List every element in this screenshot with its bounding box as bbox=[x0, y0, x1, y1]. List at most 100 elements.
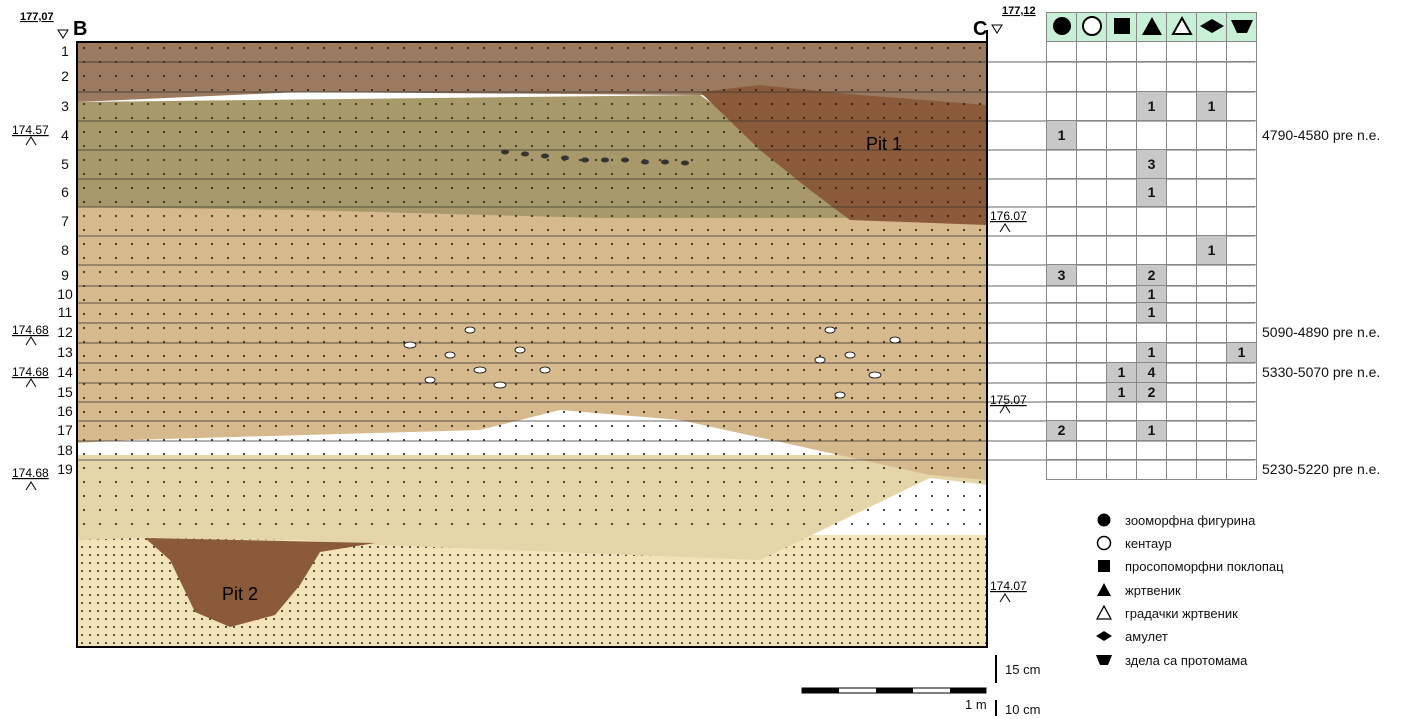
table-cell bbox=[1076, 420, 1107, 441]
filled-circle-icon bbox=[1046, 12, 1077, 42]
table-cell: 1 bbox=[1136, 178, 1167, 207]
table-cell bbox=[1226, 61, 1257, 92]
legend-item: градачки жртвеник bbox=[1095, 603, 1238, 623]
table-cell bbox=[1106, 178, 1137, 207]
filled-diamond-icon bbox=[1096, 631, 1112, 641]
left-elev-ticks bbox=[25, 136, 37, 491]
layer-number: 13 bbox=[57, 344, 73, 360]
legend-label: амулет bbox=[1125, 628, 1168, 644]
table-cell bbox=[1076, 285, 1107, 303]
layer-number: 9 bbox=[61, 266, 69, 283]
table-cell bbox=[1136, 61, 1167, 92]
table-cell bbox=[1136, 459, 1167, 480]
table-cell bbox=[1076, 41, 1107, 62]
table-cell bbox=[1046, 91, 1077, 121]
table-row: 1 bbox=[1046, 235, 1257, 265]
table-cell bbox=[1226, 401, 1257, 421]
legend-label: зооморфна фигурина bbox=[1125, 512, 1256, 528]
table-cell bbox=[1226, 382, 1257, 402]
legend-item: жртвеник bbox=[1095, 580, 1181, 600]
table-cell bbox=[1136, 235, 1167, 265]
table-cell bbox=[1166, 41, 1197, 62]
table-cell: 1 bbox=[1226, 342, 1257, 363]
table-cell bbox=[1166, 178, 1197, 207]
table-cell bbox=[1166, 149, 1197, 179]
table-cell bbox=[1046, 401, 1077, 421]
table-cell bbox=[1166, 120, 1197, 150]
dots-overlay bbox=[77, 42, 987, 535]
legend-label: кентаур bbox=[1125, 535, 1172, 551]
layer-number: 19 bbox=[57, 461, 73, 477]
layer-number: 8 bbox=[61, 241, 69, 258]
table-cell bbox=[1106, 459, 1137, 480]
table-cell bbox=[1076, 91, 1107, 121]
table-cell bbox=[1196, 401, 1227, 421]
feature-cluster-left bbox=[403, 326, 551, 389]
table-row bbox=[1046, 459, 1257, 480]
table-cell bbox=[1196, 382, 1227, 402]
table-cell bbox=[1166, 302, 1197, 323]
filled-square-icon bbox=[1098, 560, 1110, 572]
table-cell bbox=[1076, 459, 1107, 480]
layer-number: 3 bbox=[61, 97, 69, 114]
table-cell bbox=[1196, 440, 1227, 460]
legend-item: зооморфна фигурина bbox=[1095, 510, 1255, 530]
table-cell bbox=[1136, 41, 1167, 62]
table-cell bbox=[1226, 322, 1257, 343]
table-cell bbox=[1046, 342, 1077, 363]
layer-number: 7 bbox=[61, 212, 69, 229]
table-cell bbox=[1166, 420, 1197, 441]
layer-number: 11 bbox=[57, 304, 73, 320]
table-cell: 2 bbox=[1046, 420, 1077, 441]
table-cell bbox=[1106, 120, 1137, 150]
layer-number: 16 bbox=[57, 402, 73, 419]
table-cell: 1 bbox=[1136, 285, 1167, 303]
table-cell bbox=[1076, 120, 1107, 150]
table-cell bbox=[1046, 440, 1077, 460]
layer-number: 14 bbox=[57, 364, 73, 380]
table-cell bbox=[1046, 206, 1077, 236]
left-elev-c: 174.68 bbox=[12, 365, 49, 379]
table-cell bbox=[1106, 401, 1137, 421]
table-cell bbox=[1196, 459, 1227, 480]
table-cell bbox=[1106, 41, 1137, 62]
table-cell: 3 bbox=[1136, 149, 1167, 179]
table-row bbox=[1046, 41, 1257, 62]
table-cell bbox=[1076, 440, 1107, 460]
legend-item: здела са протомама bbox=[1095, 650, 1247, 670]
table-cell bbox=[1226, 235, 1257, 265]
table-cell bbox=[1106, 91, 1137, 121]
table-cell bbox=[1166, 401, 1197, 421]
table-cell bbox=[1226, 91, 1257, 121]
table-cell bbox=[1226, 459, 1257, 480]
layer-number: 4 bbox=[61, 126, 69, 143]
table-cell bbox=[1196, 362, 1227, 383]
table-cell bbox=[1226, 149, 1257, 179]
table-cell bbox=[1226, 302, 1257, 323]
table-cell bbox=[1166, 264, 1197, 286]
label-c: C bbox=[973, 18, 987, 40]
table-row bbox=[1046, 401, 1257, 421]
table-cell bbox=[1076, 61, 1107, 92]
table-row: 3 bbox=[1046, 149, 1257, 179]
table-cell bbox=[1226, 440, 1257, 460]
table-cell bbox=[1166, 61, 1197, 92]
feature-cluster-right bbox=[814, 326, 901, 399]
table-cell bbox=[1046, 61, 1077, 92]
layer-number: 15 bbox=[57, 383, 73, 400]
layer-number: 12 bbox=[57, 324, 73, 340]
table-cell bbox=[1076, 235, 1107, 265]
legend-item: кентаур bbox=[1095, 533, 1172, 553]
stone-line bbox=[501, 149, 689, 166]
layer-number: 1 bbox=[61, 43, 69, 59]
date-label: 5330-5070 pre n.e. bbox=[1262, 364, 1381, 380]
table-cell bbox=[1166, 322, 1197, 343]
table-cell: 1 bbox=[1136, 91, 1167, 121]
table-cell bbox=[1046, 322, 1077, 343]
table-cell bbox=[1106, 235, 1137, 265]
